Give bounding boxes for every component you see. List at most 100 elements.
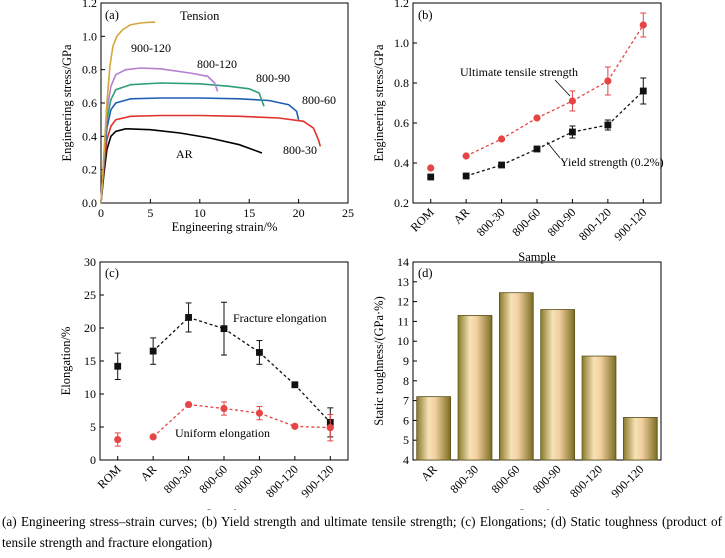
panel-b-ytick-label: 0.6 xyxy=(394,116,409,130)
panel-a-ytick-label: 1.0 xyxy=(82,29,97,43)
panel-b-ytick-label: 1.2 xyxy=(394,0,409,10)
panel-a-xtick-label: 25 xyxy=(342,206,354,220)
panel-a-curve-label: 800-90 xyxy=(256,71,290,85)
panel-a-curve-label: 800-30 xyxy=(283,143,317,157)
panel-a-ytick-label: 0.8 xyxy=(82,63,97,77)
panel-c-ylabel: Elongation/% xyxy=(59,327,73,396)
panel-b-leader xyxy=(554,79,571,97)
panel-a-curve-AR xyxy=(100,127,263,204)
panel-c-xtick-label: 800-90 xyxy=(232,462,266,496)
panel-d-bar-800-30 xyxy=(457,315,493,461)
panel-a-ytick-label: 0.4 xyxy=(82,129,97,143)
panel-d-ytick-label: 11 xyxy=(397,314,409,328)
panel-c-xtick-label: 900-120 xyxy=(298,462,336,500)
panel-b-xtick-label: 800-30 xyxy=(474,205,508,239)
panel-a-curve-800-30 xyxy=(100,114,322,204)
panel-c-point xyxy=(185,314,192,321)
panel-c-ytick-label: 20 xyxy=(84,321,96,335)
panel-d-ytick-label: 4 xyxy=(403,453,409,467)
panel-b-xtick-label: 900-120 xyxy=(611,205,649,243)
panel-b-point xyxy=(533,114,541,122)
panel-b-xtick-label: 800-90 xyxy=(545,205,579,239)
panel-d-bar-800-90 xyxy=(540,309,576,461)
panel-a-curve-900-120 xyxy=(100,21,156,204)
panel-d-xtick-label: AR xyxy=(418,462,440,484)
panel-b-series-segment xyxy=(465,164,502,177)
panel-c-series-segment xyxy=(223,328,260,353)
panel-c-ytick-label: 30 xyxy=(84,255,96,269)
panel-c-point xyxy=(291,381,299,389)
panel-d-bar-800-120 xyxy=(581,355,617,461)
panel-b-series-segment xyxy=(501,148,538,166)
panel-d-xtick-label: 800-120 xyxy=(567,462,605,500)
panel-c-ytick-label: 15 xyxy=(84,354,96,368)
panel-b-point xyxy=(639,87,647,95)
panel-a-xtick-label: 0 xyxy=(98,206,104,220)
panel-b-xlabel: Sample xyxy=(518,250,556,264)
figure-caption: (a) Engineering stress–strain curves; (b… xyxy=(2,514,722,550)
panel-b-series-segment xyxy=(572,124,608,133)
panel-d-bar-AR xyxy=(416,396,452,461)
panel-c-point xyxy=(149,347,157,355)
panel-b-point xyxy=(568,97,577,105)
panel-a-xtick-label: 20 xyxy=(293,206,305,220)
panel-b-panel-label: (b) xyxy=(418,8,433,22)
panel-c-point xyxy=(256,349,263,356)
panel-b-point xyxy=(497,135,506,143)
panel-c-series-label: Uniform elongation xyxy=(175,426,270,440)
panel-d-ytick-label: 13 xyxy=(397,275,409,289)
panel-b-ylabel: Engineering stress/GPa xyxy=(372,44,386,161)
panel-b-ytick-label: 0.8 xyxy=(394,76,409,90)
panel-d-ylabel: Static toughness/(GPa·%) xyxy=(372,296,386,426)
panel-d-bar-800-60 xyxy=(498,292,534,461)
panel-a-curve-label: 800-60 xyxy=(302,93,336,107)
panel-a-xtick-label: 10 xyxy=(194,206,206,220)
panel-c-series-segment xyxy=(294,425,331,429)
panel-d-bar-900-120 xyxy=(622,417,658,461)
panel-a-xlabel: Engineering strain/% xyxy=(172,220,278,234)
panel-b-xtick-label: AR xyxy=(451,205,473,227)
panel-b-ytick-label: 0.2 xyxy=(394,196,409,210)
panel-c-xtick-label: 800-30 xyxy=(161,462,195,496)
panel-a-annotation: Tension xyxy=(180,9,220,23)
panel-b-series-segment xyxy=(572,80,609,102)
panel-b-point xyxy=(498,161,505,169)
panel-d-panel-label: (d) xyxy=(418,266,433,280)
panel-a-ytick-label: 1.2 xyxy=(82,0,97,10)
panel-b-point xyxy=(569,128,576,136)
panel-c-point xyxy=(255,409,264,417)
panel-a-ytick-label: 0.2 xyxy=(82,163,97,177)
panel-c-series-segment xyxy=(188,316,225,330)
panel-c-series-segment xyxy=(294,384,331,423)
panel-c-point xyxy=(184,400,193,409)
panel-c-ytick-label: 5 xyxy=(90,420,96,434)
panel-a-ylabel: Engineering stress/GPa xyxy=(60,44,74,161)
panel-b-series-segment xyxy=(536,131,573,150)
panel-d-xtick-label: 900-120 xyxy=(608,462,646,500)
panel-d-xtick-label: 800-90 xyxy=(530,462,564,496)
panel-c-series-segment xyxy=(223,407,260,414)
panel-d-xtick-label: 800-60 xyxy=(489,462,523,496)
panel-c-series-segment xyxy=(258,351,296,386)
panel-b-point xyxy=(427,173,435,181)
panel-c-series-segment xyxy=(152,316,190,352)
panel-d-xtick-label: 800-30 xyxy=(447,462,481,496)
panel-a-panel-label: (a) xyxy=(105,8,119,22)
panel-c-series-label: Fracture elongation xyxy=(233,311,327,325)
panel-c-panel-label: (c) xyxy=(105,266,119,280)
panel-b-xtick-label: ROM xyxy=(408,205,437,234)
panel-a-xtick-label: 5 xyxy=(147,206,153,220)
panel-b-ytick-label: 1.0 xyxy=(394,36,409,50)
panel-b-series-segment xyxy=(501,117,538,140)
panel-a-ytick-label: 0.0 xyxy=(82,196,97,210)
panel-b-strength: 0.2 0.4 0.6 0.8 1.0 1.2 Engineering stress/GPa… xyxy=(372,0,664,264)
panel-b-series-segment xyxy=(536,100,573,119)
panel-c-xtick-label: ROM xyxy=(95,462,124,491)
panel-c-point xyxy=(149,433,157,441)
panel-b-series-segment xyxy=(607,90,644,126)
panel-c-point xyxy=(114,362,122,370)
panel-c-xtick-label: AR xyxy=(138,462,160,484)
panel-a-ytick-label: 0.6 xyxy=(82,96,97,110)
panel-c-point xyxy=(220,404,228,413)
panel-c-xtick-label: 800-60 xyxy=(196,462,230,496)
